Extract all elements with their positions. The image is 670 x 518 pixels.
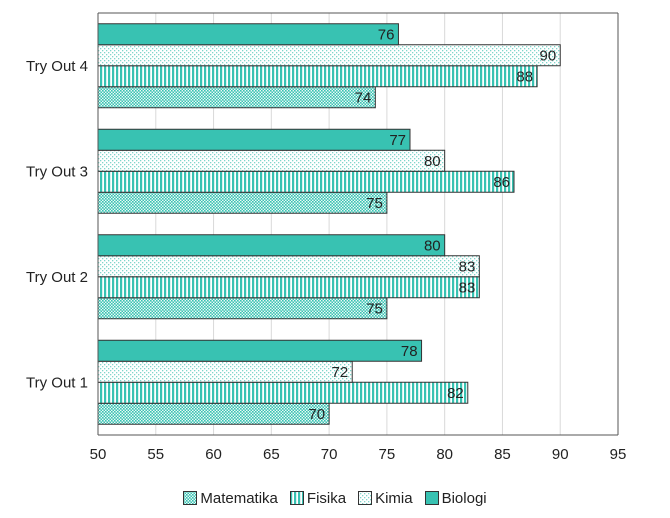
x-tick-label: 70 [321, 446, 338, 463]
data-label: 83 [459, 258, 476, 275]
legend-item-matematika: Matematika [183, 490, 278, 507]
bar-kimia-try-out-2 [97, 255, 480, 278]
bar-kimia-try-out-1 [97, 360, 353, 383]
bar-kimia-try-out-4 [97, 44, 561, 67]
data-label: 74 [355, 89, 372, 106]
legend-swatch [289, 491, 304, 505]
y-category-label: Try Out 1 [26, 374, 88, 391]
bar-fisika-try-out-3 [97, 170, 515, 193]
legend-swatch [424, 491, 439, 505]
bar-matematika-try-out-3 [97, 191, 388, 214]
legend-label: Fisika [306, 489, 347, 507]
bar-fisika-try-out-1 [97, 381, 469, 404]
data-label: 82 [447, 385, 464, 402]
legend-swatch [183, 491, 198, 505]
bar-biologi-try-out-2 [97, 234, 446, 257]
x-tick-label: 60 [205, 446, 222, 463]
data-labels: 70 82 72 78 75 83 83 80 75 86 80 77 74 88 90 76 [308, 26, 556, 423]
legend-label: Biologi [441, 489, 487, 507]
bar-kimia-try-out-3 [97, 149, 446, 172]
legend: Matematika Fisika Kimia Biologi [0, 486, 670, 510]
data-label: 76 [378, 26, 395, 43]
data-label: 72 [332, 364, 349, 381]
data-label: 80 [424, 153, 441, 170]
x-tick-label: 55 [147, 446, 164, 463]
bar-fisika-try-out-4 [97, 65, 538, 88]
bar-biologi-try-out-1 [97, 339, 423, 362]
x-tick-label: 65 [263, 446, 280, 463]
bar-biologi-try-out-3 [97, 128, 411, 151]
data-label: 70 [308, 406, 325, 423]
data-label: 75 [366, 300, 383, 317]
data-label: 88 [516, 68, 533, 85]
bar-biologi-try-out-4 [97, 23, 399, 46]
data-label: 90 [540, 47, 557, 64]
data-label: 78 [401, 343, 418, 360]
bar-matematika-try-out-4 [97, 86, 376, 109]
bar-fisika-try-out-2 [97, 276, 480, 299]
legend-label: Matematika [200, 489, 278, 507]
legend-item-fisika: Fisika [289, 489, 347, 507]
data-label: 80 [424, 237, 441, 254]
data-label: 86 [493, 174, 510, 191]
axes: 50 55 60 65 70 75 80 85 90 95 Try Out 1 Try Out 2 Tr… [26, 12, 627, 463]
bar-matematika-try-out-2 [97, 297, 388, 320]
data-label: 77 [389, 132, 406, 149]
x-tick-label: 85 [494, 446, 511, 463]
bar-matematika-try-out-1 [97, 402, 330, 425]
x-tick-label: 50 [90, 446, 107, 463]
data-label: 83 [459, 279, 476, 296]
legend-item-biologi: Biologi [424, 489, 487, 507]
legend-item-kimia: Kimia [358, 490, 413, 507]
x-tick-label: 95 [610, 446, 627, 463]
x-tick-label: 75 [379, 446, 396, 463]
x-tick-label: 80 [436, 446, 453, 463]
y-category-label: Try Out 3 [26, 163, 88, 180]
data-label: 75 [366, 195, 383, 212]
bars [97, 23, 561, 425]
y-category-label: Try Out 4 [26, 58, 88, 75]
legend-label: Kimia [375, 489, 413, 507]
y-category-label: Try Out 2 [26, 269, 88, 286]
legend-swatch [358, 491, 373, 505]
x-tick-label: 90 [552, 446, 569, 463]
